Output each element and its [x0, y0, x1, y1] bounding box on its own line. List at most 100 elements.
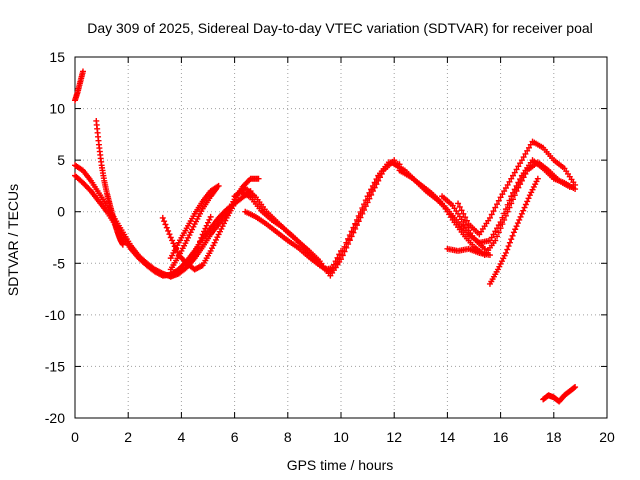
data-point [509, 232, 516, 239]
data-point [524, 147, 531, 154]
data-point [488, 234, 495, 241]
data-point [510, 172, 517, 179]
data-point [194, 245, 201, 252]
data-point [362, 197, 369, 204]
data-point [371, 179, 378, 186]
data-point [215, 182, 222, 189]
data-point [490, 231, 497, 238]
series-tail-1 [93, 117, 126, 248]
data-point [165, 227, 172, 234]
data-point [501, 216, 508, 223]
data-point [167, 234, 174, 241]
data-point [517, 213, 524, 220]
series-dip-4 [183, 200, 238, 273]
data-point [495, 229, 502, 236]
data-point [492, 204, 499, 211]
data-point [508, 236, 515, 243]
x-tick-label: 4 [178, 429, 186, 445]
grid-lines [75, 57, 607, 418]
data-point [502, 249, 509, 256]
series-dip-3 [167, 182, 222, 262]
data-point [369, 182, 376, 189]
data-point [508, 175, 515, 182]
data-point [119, 241, 126, 248]
data-point [198, 234, 205, 241]
data-point [327, 268, 334, 275]
data-point [462, 214, 469, 221]
data-point [352, 220, 359, 227]
data-point [515, 184, 522, 191]
data-point [169, 237, 176, 244]
data-point [522, 150, 529, 157]
data-point [205, 219, 211, 226]
data-point [517, 160, 524, 167]
y-tick-label: -5 [53, 255, 66, 271]
data-point [345, 235, 352, 242]
data-point [463, 217, 470, 224]
data-point [504, 181, 511, 188]
data-point [161, 218, 168, 225]
data-point [518, 210, 525, 217]
x-tick-label: 10 [333, 429, 349, 445]
data-point [166, 231, 173, 238]
x-tick-label: 18 [546, 429, 562, 445]
data-point [508, 200, 515, 207]
data-point [355, 213, 362, 220]
series-spike [72, 68, 86, 104]
data-point [520, 207, 527, 214]
data-point [255, 175, 262, 182]
data-point [501, 188, 508, 195]
data-point [502, 212, 509, 219]
data-point [521, 204, 528, 211]
data-point [191, 252, 198, 259]
data-point [515, 163, 522, 170]
data-point [495, 222, 502, 229]
x-tick-label: 12 [386, 429, 402, 445]
data-point [481, 245, 488, 252]
data-point [458, 207, 465, 214]
data-point [455, 200, 462, 207]
data-point [510, 196, 517, 203]
data-point [512, 226, 519, 233]
data-point [497, 194, 504, 201]
data-point [494, 233, 501, 240]
data-point [518, 177, 525, 184]
data-point [460, 210, 467, 217]
data-point [197, 238, 204, 245]
data-point [524, 198, 531, 205]
data-point [162, 221, 169, 228]
series-mid-c [242, 208, 344, 275]
data-point [366, 189, 373, 196]
data-point [332, 258, 339, 265]
data-point [502, 184, 509, 191]
data-point [506, 239, 513, 246]
data-point [520, 174, 527, 181]
x-tick-label: 16 [493, 429, 509, 445]
data-point [518, 157, 525, 164]
data-point [207, 213, 214, 220]
data-point [350, 224, 357, 231]
data-point [505, 243, 512, 250]
data-point [504, 246, 511, 253]
chart-title: Day 309 of 2025, Sidereal Day-to-day VTE… [87, 20, 593, 36]
data-point [504, 208, 511, 215]
data-point [341, 243, 348, 250]
data-point [334, 254, 341, 261]
data-point [231, 200, 238, 207]
series-late-d [439, 193, 488, 252]
y-tick-label: 5 [57, 152, 65, 168]
data-point [517, 181, 524, 188]
series-rise [486, 175, 541, 287]
data-point [336, 251, 343, 258]
data-point [338, 247, 344, 254]
data-point [494, 201, 501, 208]
data-point [513, 223, 520, 230]
data-points [72, 68, 579, 405]
data-point [193, 248, 200, 255]
data-point [522, 201, 529, 208]
y-tick-label: 15 [49, 49, 65, 65]
data-point [492, 228, 499, 235]
data-point [364, 193, 371, 200]
x-axis-ticks: 0 2 4 6 8 10 12 14 16 18 20 [71, 57, 615, 445]
